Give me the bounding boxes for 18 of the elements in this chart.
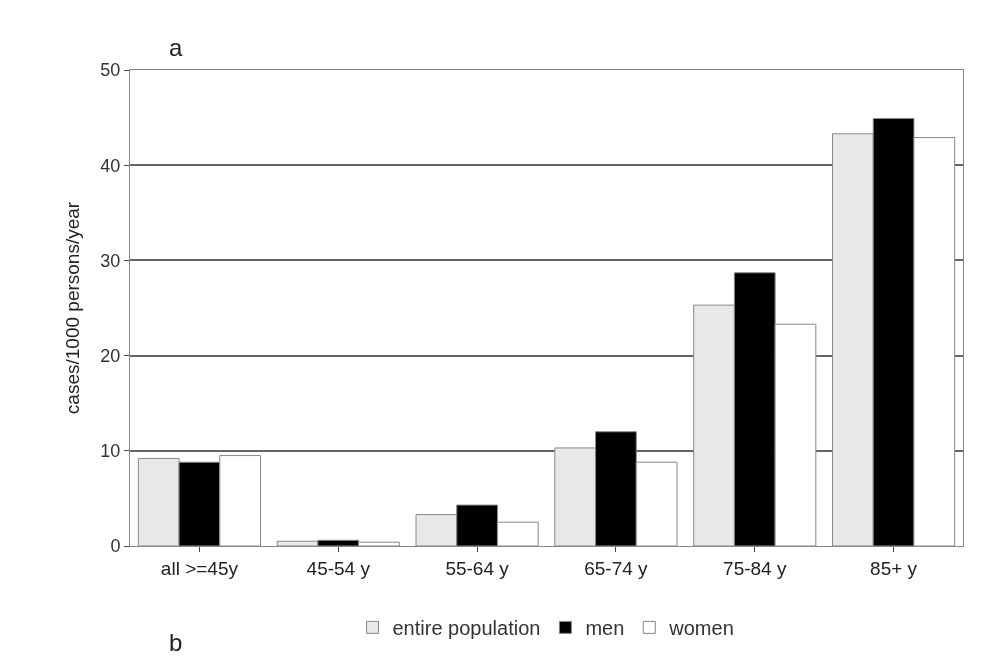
y-axis-title: cases/1000 persons/year (62, 201, 84, 415)
x-tick-label: all >=45y (160, 557, 239, 579)
y-tick-label: 20 (100, 345, 121, 366)
legend-label: women (668, 617, 734, 640)
x-tick-label: 45-54 y (306, 557, 371, 579)
y-tick-label: 0 (110, 536, 121, 557)
y-tick-label: 40 (100, 155, 121, 176)
x-tick-label: 55-64 y (445, 557, 510, 579)
y-tick-label: 30 (100, 250, 121, 271)
legend-label: entire population (392, 617, 541, 640)
legend-label: men (585, 617, 625, 640)
x-tick-label: 75-84 y (723, 557, 787, 579)
y-tick-label: 50 (100, 60, 121, 81)
x-tick-label: 65-74 y (584, 557, 649, 579)
text: b (169, 629, 183, 656)
y-tick-label: 10 (100, 441, 121, 462)
x-tick-label: 85+ y (870, 557, 918, 579)
text: a (169, 34, 183, 61)
